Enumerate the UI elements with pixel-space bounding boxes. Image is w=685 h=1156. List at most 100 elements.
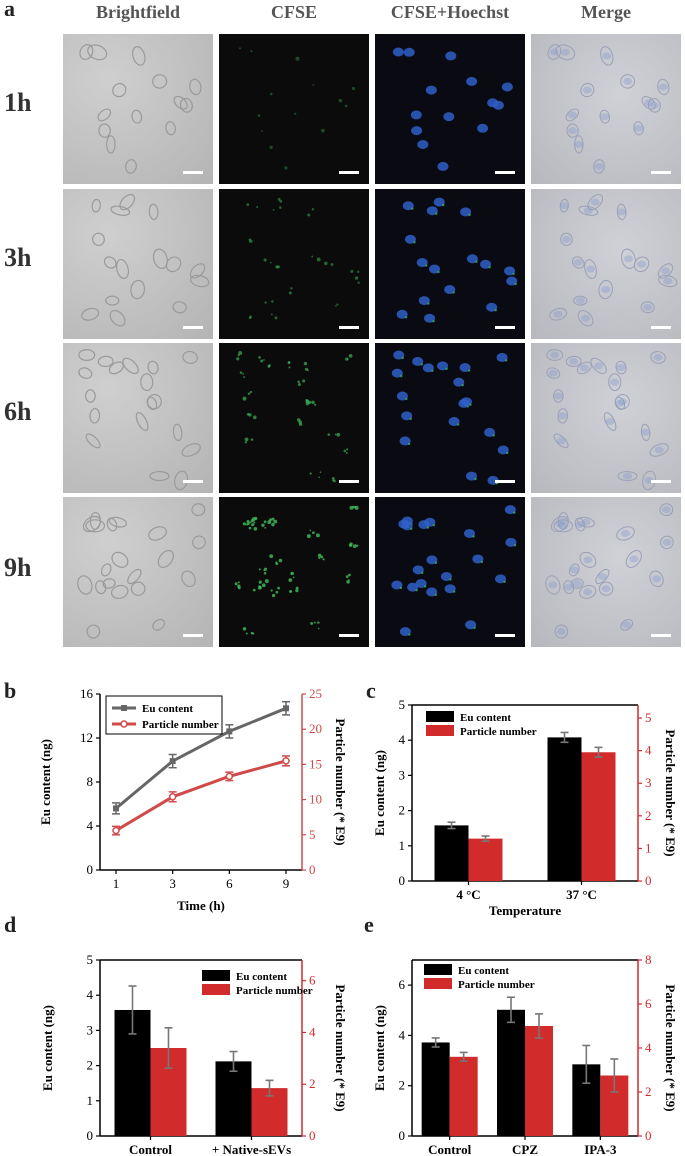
y-tick-label: 8 <box>87 774 94 789</box>
bar-eu <box>497 1009 525 1136</box>
cfse-spot <box>404 316 408 319</box>
cell-outline <box>127 568 142 585</box>
nucleus <box>615 399 625 407</box>
nucleus <box>422 363 434 373</box>
cfse-spot <box>346 448 349 451</box>
nucleus <box>621 529 631 537</box>
nucleus <box>637 260 647 268</box>
cfse-spot <box>442 203 445 207</box>
cell-outline <box>135 411 149 432</box>
cell-outline <box>191 503 206 517</box>
cfse-spot <box>290 287 293 290</box>
row-label-9h: 9h <box>4 553 32 582</box>
nucleus <box>594 362 604 370</box>
cfse-spot <box>401 356 404 360</box>
cfse-spot <box>275 590 279 594</box>
nucleus <box>426 587 438 597</box>
cfse-spot <box>306 534 311 539</box>
scale-bar <box>651 634 671 637</box>
nucleus <box>622 472 632 480</box>
cfse-spot <box>400 374 403 378</box>
column-header-cfse: CFSE <box>270 2 317 22</box>
scale-bar <box>651 171 671 174</box>
y-axis-title: Eu content (ng) <box>372 1005 387 1091</box>
cfse-spot <box>492 434 495 437</box>
cfse-spot <box>305 398 309 402</box>
bar-eu <box>215 1061 252 1136</box>
nucleus <box>496 352 508 362</box>
cfse-spot <box>295 586 299 590</box>
micrograph-cfse-6h <box>219 343 369 493</box>
y2-tick-label: 2 <box>309 1076 316 1091</box>
y-tick-label: 4 <box>87 818 94 833</box>
scale-bar <box>651 326 671 329</box>
nucleus <box>623 77 633 85</box>
cell-outline <box>173 95 188 110</box>
cell-outline <box>574 135 584 154</box>
cell-outline <box>89 408 101 424</box>
cfse-spot <box>267 364 271 368</box>
micrograph-brightfield-9h <box>63 497 213 647</box>
x-tick-label: IPA-3 <box>584 1142 617 1156</box>
cfse-spot <box>242 627 247 631</box>
cell-outline <box>110 205 131 216</box>
y-axis-title: Eu content (ng) <box>372 750 387 836</box>
cfse-spot <box>348 353 353 358</box>
cell-outline <box>640 301 655 314</box>
y2-tick-label: 4 <box>645 743 652 758</box>
cfse-spot <box>345 451 348 454</box>
cell-outline <box>86 624 101 639</box>
cfse-spot <box>407 442 411 446</box>
cfse-spot <box>426 526 430 529</box>
nucleus <box>564 583 574 591</box>
cfse-spot <box>427 302 430 305</box>
micrograph-cells <box>392 47 513 171</box>
cfse-spot <box>344 104 348 108</box>
cfse-spot <box>294 112 297 115</box>
cell-outline <box>112 82 127 98</box>
cell-outline <box>106 517 118 532</box>
panel-c-letter: c <box>366 678 376 703</box>
cell-outline <box>130 279 146 300</box>
cfse-spot <box>346 580 350 584</box>
nucleus <box>440 571 452 581</box>
cell-outline <box>574 517 586 532</box>
nucleus <box>465 620 477 630</box>
y-tick-label: 5 <box>399 697 406 712</box>
y2-tick-label: 6 <box>645 996 652 1011</box>
cell-outline <box>633 256 650 273</box>
nucleus <box>653 353 663 361</box>
y2-tick-label: 4 <box>309 1024 316 1039</box>
micrograph-cells <box>79 44 202 174</box>
cfse-spot <box>435 212 438 215</box>
y-axis-title: Eu content (ng) <box>38 739 53 825</box>
micrograph-cells <box>545 503 674 639</box>
cfse-spot <box>277 197 281 201</box>
micrograph-cells <box>546 349 669 491</box>
cfse-spot <box>295 588 299 593</box>
cfse-spot <box>253 527 258 531</box>
cell-outline <box>165 256 182 273</box>
cell-outline <box>620 618 634 631</box>
cfse-spot <box>409 527 413 531</box>
cell-outline <box>566 123 579 138</box>
cfse-spot <box>432 320 435 323</box>
nucleus <box>548 369 558 377</box>
column-header-cfse-hoechst: CFSE+Hoechst <box>390 2 510 22</box>
nucleus <box>506 276 518 286</box>
nucleus <box>396 309 408 319</box>
cell-outline <box>615 394 630 410</box>
micrograph-cells <box>391 505 517 637</box>
nucleus <box>393 350 405 360</box>
nucleus <box>549 48 559 56</box>
cell-outline <box>649 570 664 588</box>
cfse-spot <box>330 263 334 266</box>
cfse-spot <box>317 621 320 624</box>
cell-outline <box>100 563 112 577</box>
y-tick-label: 3 <box>87 1022 94 1037</box>
nucleus <box>617 398 627 406</box>
cfse-spot <box>263 359 265 361</box>
y-axis-title: Eu content (ng) <box>40 1005 55 1091</box>
x-tick-label: 1 <box>113 876 120 891</box>
y-tick-label: 4 <box>87 987 94 1002</box>
